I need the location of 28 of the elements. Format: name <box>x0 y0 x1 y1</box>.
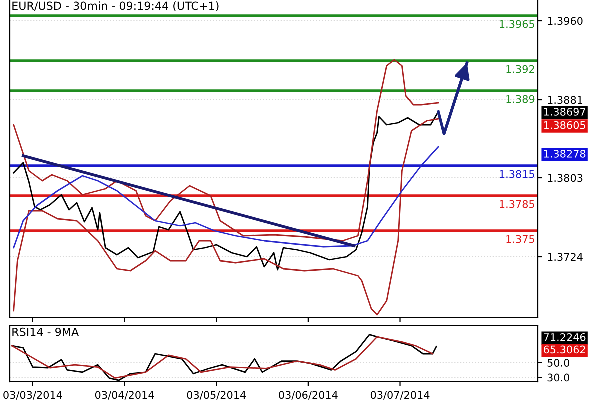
chart-title: RSI14 - 9MA <box>12 328 80 336</box>
y-tick-label: 1.3803 <box>548 174 583 182</box>
y-tick-label: 1.3960 <box>548 17 583 26</box>
y-tick-label: 50.0 <box>548 359 570 367</box>
text: 1.38697 <box>544 108 586 116</box>
x-tick-label: 03/07/2014 <box>370 391 430 400</box>
x-tick-label: 03/04/2014 <box>95 391 154 400</box>
ref-line-label: 1.3815 <box>500 170 534 178</box>
text: 71.2246 <box>544 333 586 342</box>
y-tick-label: 30.0 <box>548 374 570 382</box>
text: 1.38278 <box>544 150 586 158</box>
line-series <box>13 111 440 271</box>
ref-line-label: 1.3785 <box>500 200 534 208</box>
y-tick-label: 1.3881 <box>548 96 583 104</box>
text: 1.38605 <box>544 121 586 130</box>
chart-title: EUR/USD - 30min - 09:19:44 (UTC+1) <box>12 2 219 12</box>
ref-line-label: 1.389 <box>506 95 535 104</box>
x-tick-label: 03/03/2014 <box>4 391 62 400</box>
text: 65.3062 <box>544 346 586 354</box>
y-tick-label: 1.3724 <box>548 253 583 262</box>
x-tick-label: 03/05/2014 <box>187 391 246 400</box>
line-series <box>13 146 440 249</box>
x-tick-label: 03/06/2014 <box>279 391 338 400</box>
line-series <box>13 59 440 242</box>
ref-line-label: 1.3965 <box>500 20 534 28</box>
ref-line-label: 1.375 <box>506 235 534 244</box>
line-series <box>13 118 440 316</box>
ref-line-label: 1.392 <box>506 65 534 74</box>
